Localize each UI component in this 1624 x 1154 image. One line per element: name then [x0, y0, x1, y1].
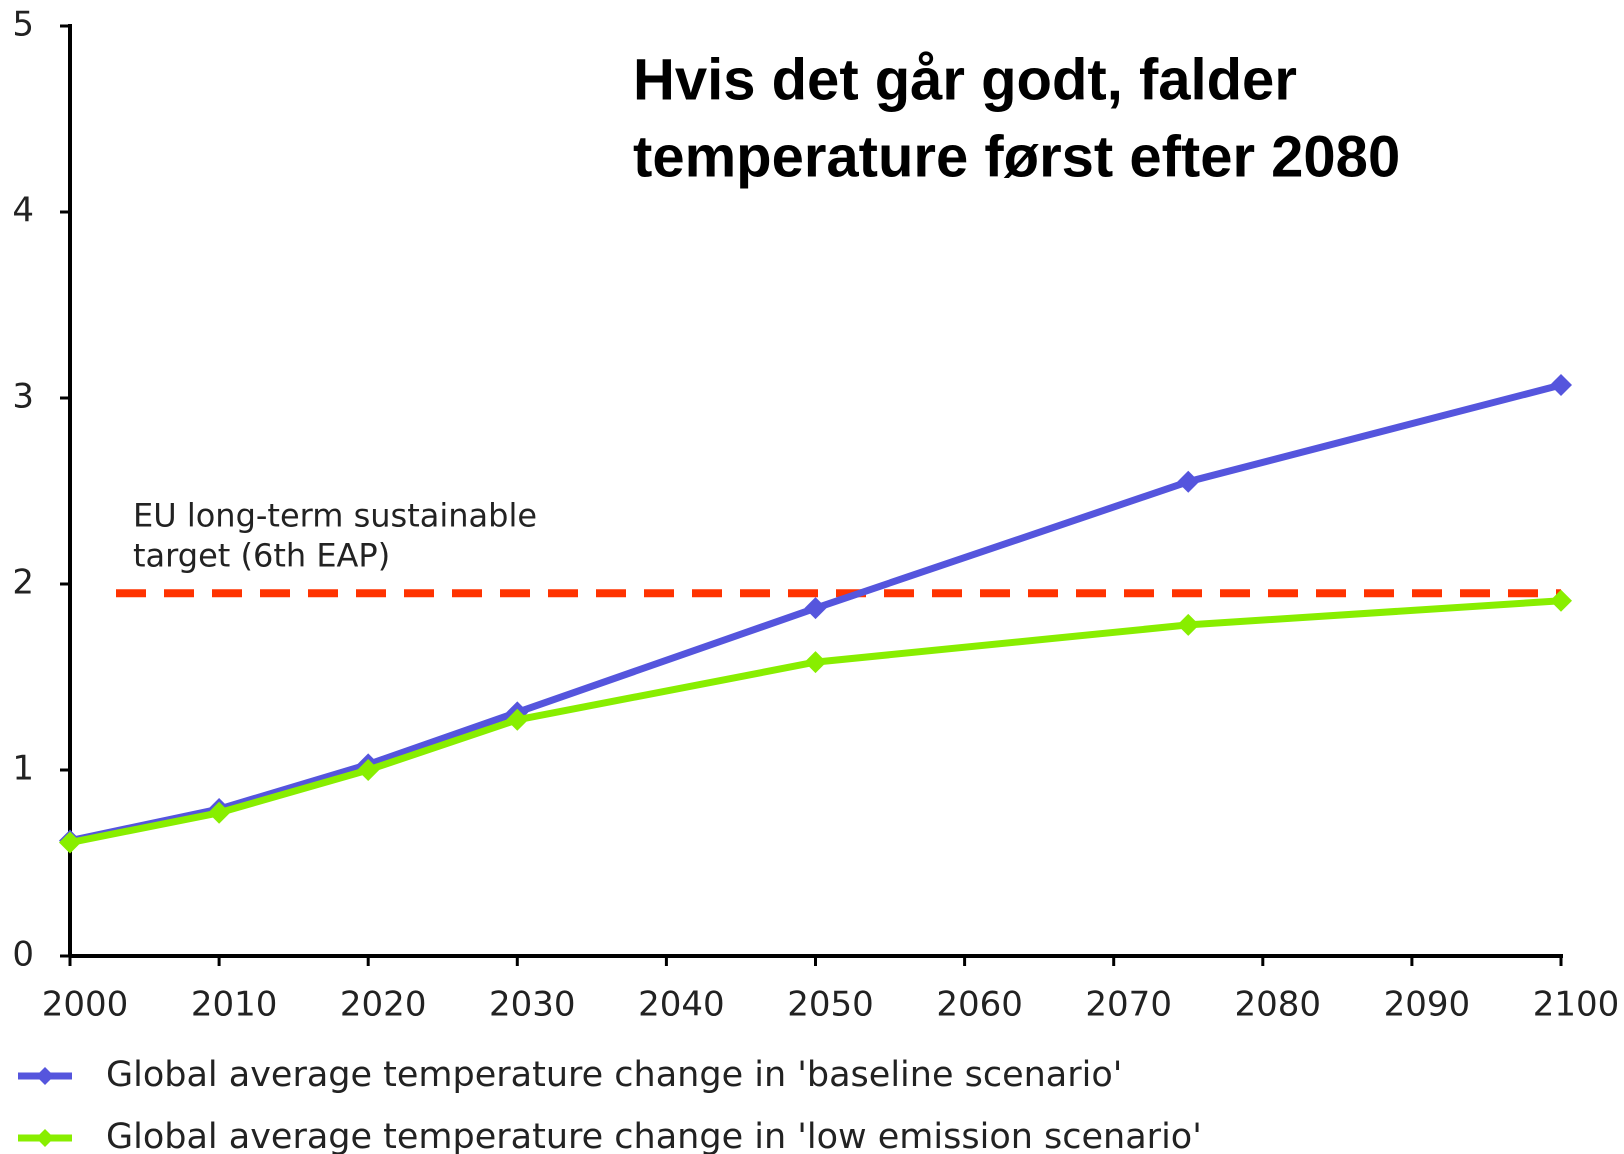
- marker: [1550, 373, 1572, 396]
- chart-title: Hvis det går godt, falder: [633, 47, 1297, 112]
- x-tick-label: 2050: [787, 985, 874, 1025]
- annotation: target (6th EAP): [133, 536, 390, 574]
- x-tick-label: 2030: [489, 985, 576, 1025]
- y-tick-label: 1: [12, 749, 34, 789]
- marker: [59, 831, 81, 854]
- x-tick-label: 2070: [1085, 985, 1172, 1025]
- marker: [804, 651, 827, 674]
- x-tick-label: 2010: [191, 985, 278, 1025]
- legend-label: Global average temperature change in 'ba…: [106, 1055, 1122, 1095]
- x-tick-label: 2100: [1533, 985, 1620, 1025]
- marker: [357, 759, 380, 781]
- x-tick-label: 2000: [42, 985, 129, 1025]
- legend-marker: [36, 1129, 54, 1147]
- marker: [506, 708, 529, 731]
- x-tick-label: 2080: [1235, 985, 1322, 1025]
- marker: [1550, 589, 1572, 612]
- series-line: [69, 597, 1562, 846]
- y-tick-label: 2: [12, 563, 34, 603]
- legend-marker: [36, 1067, 54, 1085]
- chart-title: temperature først efter 2080: [633, 124, 1400, 189]
- x-tick-label: 2060: [936, 985, 1023, 1025]
- x-tick-label: 2090: [1384, 985, 1471, 1025]
- x-tick-label: 2020: [340, 985, 427, 1025]
- legend-label: Global average temperature change in 'lo…: [106, 1117, 1202, 1154]
- marker: [1177, 613, 1200, 636]
- marker: [804, 597, 827, 620]
- y-tick-label: 0: [12, 935, 34, 975]
- annotation: EU long-term sustainable: [133, 496, 537, 534]
- marker: [1177, 470, 1200, 493]
- x-tick-label: 2040: [638, 985, 725, 1025]
- marker: [208, 801, 231, 824]
- y-tick-label: 3: [12, 377, 34, 417]
- y-tick-label: 5: [12, 5, 34, 45]
- y-tick-label: 4: [12, 191, 34, 231]
